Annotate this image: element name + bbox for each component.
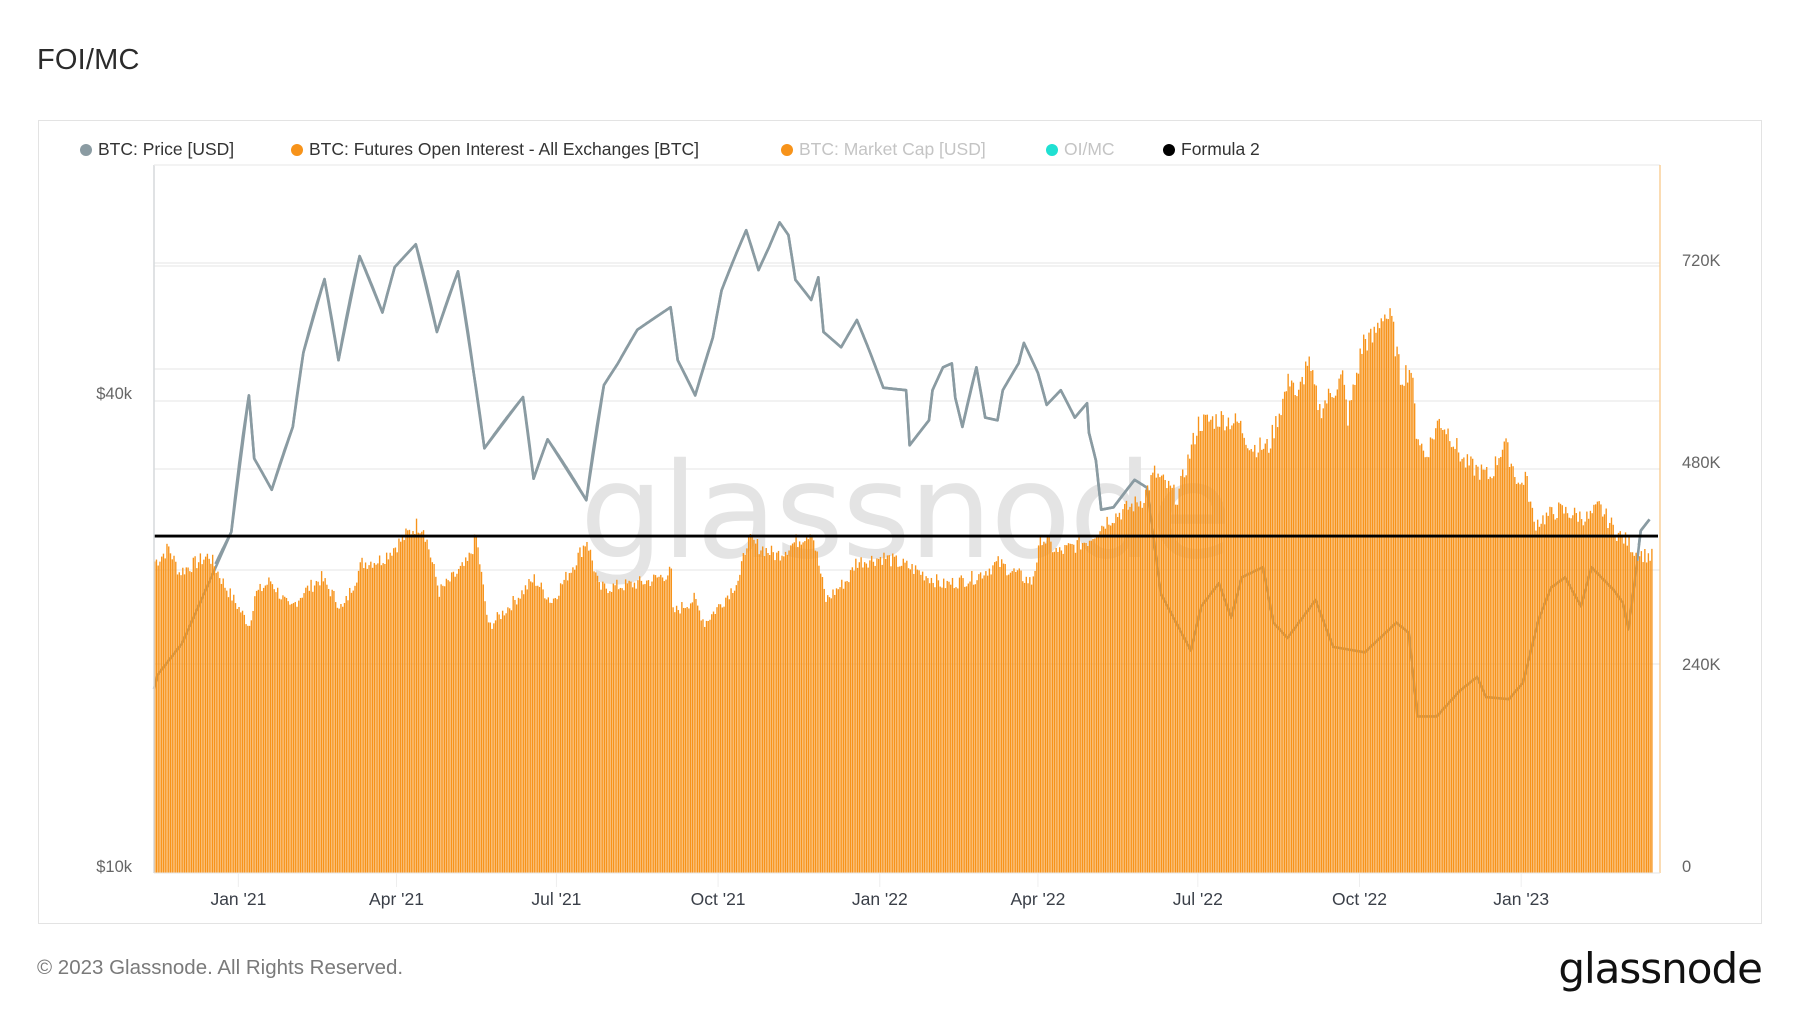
x-axis-tick-label: Jul '22 xyxy=(1173,889,1223,909)
price-line xyxy=(214,221,1651,565)
legend-dot-icon xyxy=(80,143,92,156)
left-axis-tick-label: $10k xyxy=(96,858,133,876)
legend-dot-icon xyxy=(1163,143,1175,156)
legend-label: BTC: Price [USD] xyxy=(98,139,235,159)
right-axis-labels: 0 240K 480K 720K xyxy=(1682,252,1721,876)
left-axis-tick-label: $40k xyxy=(96,385,133,403)
legend-dot-icon xyxy=(781,143,793,156)
x-axis-tick-label: Apr '22 xyxy=(1010,889,1065,909)
x-axis-tick-label: Jul '21 xyxy=(531,889,581,909)
legend-item-btc-price[interactable]: BTC: Price [USD] xyxy=(80,139,234,160)
legend-dot-icon xyxy=(1046,143,1058,156)
legend-item-market-cap[interactable]: BTC: Market Cap [USD] xyxy=(781,139,986,160)
plot-frame xyxy=(153,164,1661,874)
glassnode-logo[interactable]: glassnode xyxy=(1558,944,1763,993)
x-axis-tick-label: Jan '22 xyxy=(852,889,908,909)
chart-legend: BTC: Price [USD] BTC: Futures Open Inter… xyxy=(0,139,1400,161)
legend-label: OI/MC xyxy=(1064,139,1115,159)
right-axis-tick-label: 240K xyxy=(1682,656,1721,674)
copyright-text: © 2023 Glassnode. All Rights Reserved. xyxy=(37,956,404,979)
legend-dot-icon xyxy=(291,143,303,156)
x-axis-tick-label: Oct '21 xyxy=(691,889,746,909)
legend-item-formula-2[interactable]: Formula 2 xyxy=(1163,139,1260,160)
right-axis-tick-label: 480K xyxy=(1682,454,1721,472)
legend-item-oi-mc[interactable]: OI/MC xyxy=(1046,139,1115,160)
right-axis-tick-label: 720K xyxy=(1682,252,1721,270)
left-axis-labels: $10k $40k xyxy=(96,385,133,876)
chart-title: FOI/MC xyxy=(37,44,140,76)
legend-label: BTC: Futures Open Interest - All Exchang… xyxy=(309,139,700,159)
legend-label: BTC: Market Cap [USD] xyxy=(799,139,986,159)
right-axis-tick-label: 0 xyxy=(1682,858,1691,876)
x-axis-tick-label: Oct '22 xyxy=(1332,889,1387,909)
x-axis-tick-label: Jan '23 xyxy=(1493,889,1549,909)
x-axis-labels: Jan '21 Apr '21 Jul '21 Oct '21 Jan '22 Apr '… xyxy=(210,873,1549,909)
legend-label: Formula 2 xyxy=(1181,139,1260,159)
x-axis-tick-label: Jan '21 xyxy=(210,889,266,909)
legend-item-futures-open-interest[interactable]: BTC: Futures Open Interest - All Exchang… xyxy=(291,139,699,160)
x-axis-tick-label: Apr '21 xyxy=(369,889,424,909)
open-interest-bars xyxy=(154,308,1653,874)
